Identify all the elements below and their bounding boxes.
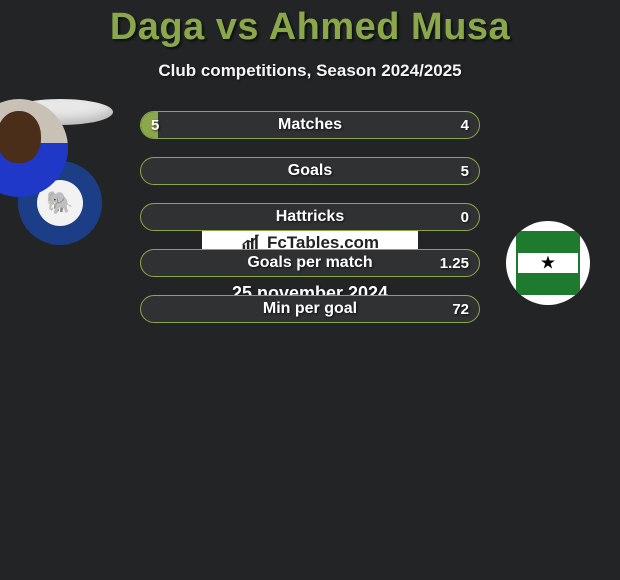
stat-bars: 54Matches 5Goals 0Hattricks 1.25Goals per m… <box>140 111 480 341</box>
comparison-panel: 🐘 ★ 54Matches5Goals0Hattricks1.25Goals p… <box>0 111 620 209</box>
star-icon: ★ <box>540 253 556 274</box>
page-subtitle: Club competitions, Season 2024/2025 <box>0 61 620 81</box>
stat-row: 54Matches <box>140 111 480 139</box>
page-title: Daga vs Ahmed Musa <box>0 0 620 49</box>
stat-label: Goals per match <box>141 250 479 276</box>
club-shield-icon: ★ <box>516 231 580 295</box>
stat-label: Min per goal <box>141 296 479 322</box>
player-head-icon <box>0 111 41 163</box>
stat-row: 0Hattricks <box>140 203 480 231</box>
stat-row: 72Min per goal <box>140 295 480 323</box>
stat-label: Goals <box>141 158 479 184</box>
stat-label: Matches <box>141 112 479 138</box>
stat-label: Hattricks <box>141 204 479 230</box>
stat-row: 5Goals <box>140 157 480 185</box>
stat-row: 1.25Goals per match <box>140 249 480 277</box>
right-club-logo: ★ <box>506 221 590 305</box>
